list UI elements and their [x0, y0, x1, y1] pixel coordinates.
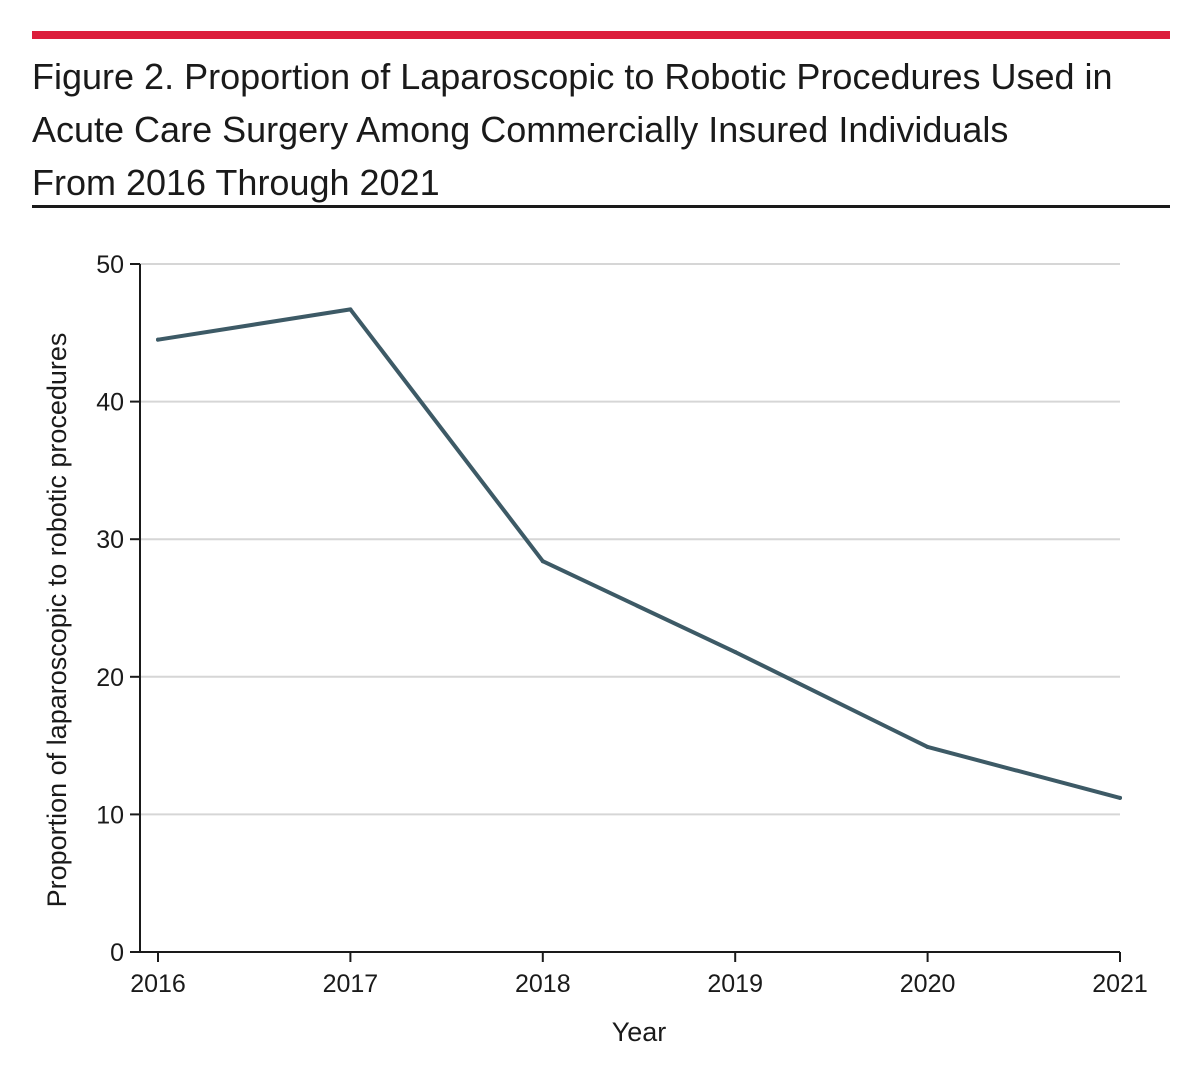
y-tick-label: 40: [96, 389, 124, 417]
axes: [139, 264, 1120, 953]
data-point-2017: [348, 307, 353, 312]
x-tick-label: 2020: [900, 970, 956, 998]
y-tick-label: 0: [110, 939, 124, 967]
title-line-2: Acute Care Surgery Among Commercially In…: [32, 109, 1009, 150]
x-tick-label: 2016: [130, 970, 186, 998]
y-tick-label: 20: [96, 664, 124, 692]
y-ticks: 0 10 20 30 40 50: [96, 251, 140, 967]
x-tick-label: 2018: [515, 970, 571, 998]
y-tick-label: 50: [96, 251, 124, 279]
y-tick-label: 10: [96, 801, 124, 829]
title-line-1: Figure 2. Proportion of Laparoscopic to …: [32, 56, 1113, 97]
y-axis-title: Proportion of laparoscopic to robotic pr…: [42, 333, 72, 908]
x-ticks: 2016 2017 2018 2019 2020 2021: [130, 952, 1148, 998]
y-tick-label: 30: [96, 526, 124, 554]
series-line: [156, 307, 1122, 800]
top-accent-rule: [32, 31, 1170, 39]
title-line-3: From 2016 Through 2021: [32, 162, 440, 203]
x-axis-title: Year: [612, 1017, 667, 1047]
data-point-2019: [733, 650, 738, 655]
figure-title: Figure 2. Proportion of Laparoscopic to …: [32, 50, 1162, 209]
data-point-2020: [925, 744, 930, 749]
x-tick-label: 2017: [323, 970, 379, 998]
data-point-2018: [540, 559, 545, 564]
data-point-2021: [1118, 795, 1122, 800]
data-point-2016: [156, 337, 160, 342]
x-tick-label: 2019: [707, 970, 763, 998]
series-layer: [156, 307, 1122, 800]
gridlines: [140, 263, 1120, 816]
x-tick-label: 2021: [1092, 970, 1148, 998]
title-divider: [32, 205, 1170, 208]
